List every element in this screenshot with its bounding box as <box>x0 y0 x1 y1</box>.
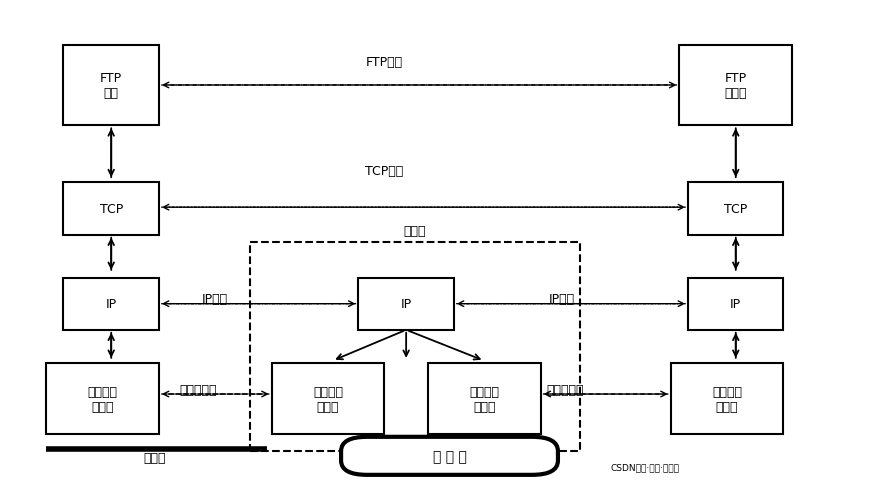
Text: 令牌环驱
动程序: 令牌环驱 动程序 <box>712 385 742 413</box>
Text: FTP
客户: FTP 客户 <box>100 72 122 100</box>
Text: IP: IP <box>730 298 741 311</box>
FancyBboxPatch shape <box>64 278 159 330</box>
FancyBboxPatch shape <box>428 363 540 434</box>
Text: 以太网: 以太网 <box>143 451 166 464</box>
Text: TCP: TCP <box>724 203 747 216</box>
Text: 令 牌 环: 令 牌 环 <box>433 449 466 463</box>
Text: 路由器: 路由器 <box>403 225 426 238</box>
Text: FTP
服务器: FTP 服务器 <box>725 72 747 100</box>
Text: IP协议: IP协议 <box>203 293 229 306</box>
FancyBboxPatch shape <box>359 278 454 330</box>
Text: 以太网驱
动程序: 以太网驱 动程序 <box>87 385 118 413</box>
FancyBboxPatch shape <box>46 363 159 434</box>
Text: 以太网协议: 以太网协议 <box>179 383 217 396</box>
Text: IP协议: IP协议 <box>549 293 575 306</box>
FancyBboxPatch shape <box>272 363 384 434</box>
Text: IP: IP <box>401 298 412 311</box>
FancyBboxPatch shape <box>64 183 159 235</box>
Text: TCP协议: TCP协议 <box>365 165 403 178</box>
Text: 令牌环协议: 令牌环协议 <box>546 383 584 396</box>
Text: 令牌环驱
动程序: 令牌环驱 动程序 <box>469 385 499 413</box>
FancyBboxPatch shape <box>688 278 783 330</box>
FancyBboxPatch shape <box>688 183 783 235</box>
FancyBboxPatch shape <box>670 363 783 434</box>
FancyBboxPatch shape <box>64 46 159 126</box>
Text: TCP: TCP <box>100 203 123 216</box>
Text: CSDN博客·网起·风筝区: CSDN博客·网起·风筝区 <box>610 462 679 471</box>
Text: IP: IP <box>106 298 117 311</box>
FancyBboxPatch shape <box>679 46 792 126</box>
Text: FTP协议: FTP协议 <box>366 56 403 69</box>
Text: 以太网驱
动程序: 以太网驱 动程序 <box>313 385 343 413</box>
FancyBboxPatch shape <box>341 437 558 475</box>
